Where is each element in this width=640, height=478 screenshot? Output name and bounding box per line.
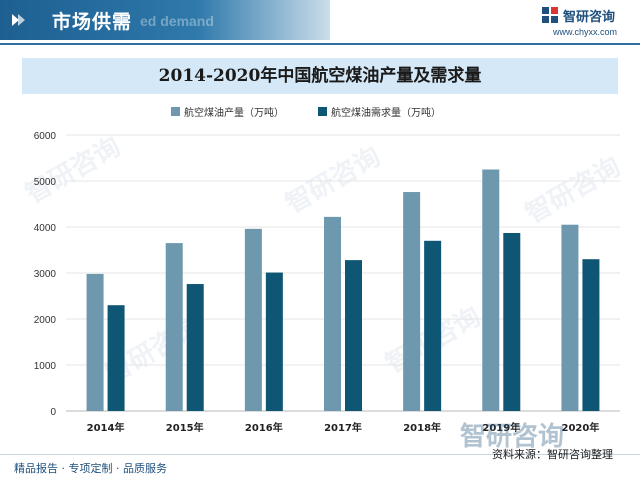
legend-swatch-supply: [171, 107, 180, 116]
footer-tagline: 精品报告 · 专项定制 · 品质服务: [14, 462, 167, 475]
bar-demand: [265, 272, 283, 411]
bar-demand: [345, 260, 362, 411]
y-tick-label: 3000: [34, 269, 57, 280]
header-bar: [0, 0, 330, 40]
arrow-marker-icon: [12, 14, 25, 26]
x-tick-label: 2018年: [403, 421, 441, 434]
chart-title: 2014-2020年中国航空煤油产量及需求量: [158, 66, 482, 86]
legend-label-supply: 航空煤油产量（万吨）: [184, 108, 284, 119]
x-tick-label: 2017年: [324, 421, 362, 434]
bar-supply: [86, 273, 104, 411]
legend-item-supply: 航空煤油产量（万吨）: [171, 104, 284, 119]
y-tick-label: 4000: [34, 223, 57, 234]
bar-demand: [424, 240, 442, 411]
y-tick-label: 6000: [34, 131, 57, 142]
bar-supply: [561, 224, 579, 411]
bar-demand: [186, 284, 204, 411]
page-title: 市场供需: [52, 11, 133, 33]
bar-demand: [107, 305, 125, 411]
chart-legend: 航空煤油产量（万吨） 航空煤油需求量（万吨）: [0, 104, 640, 120]
bar-supply: [482, 169, 500, 411]
bar-demand: [582, 259, 600, 411]
footer-logo-watermark: 智研咨询: [460, 422, 565, 452]
legend-item-demand: 航空煤油需求量（万吨）: [318, 104, 441, 119]
x-tick-label: 2015年: [166, 421, 204, 434]
x-tick-label: 2016年: [245, 421, 283, 434]
bar-supply: [403, 192, 421, 411]
brand-name: 智研咨询: [563, 10, 616, 25]
y-tick-label: 5000: [34, 177, 57, 188]
bar-supply: [244, 228, 262, 411]
header-watermark: ed demand: [140, 13, 214, 29]
legend-label-demand: 航空煤油需求量（万吨）: [331, 108, 441, 119]
y-tick-label: 0: [50, 407, 56, 418]
header-divider: [0, 43, 640, 45]
y-tick-label: 2000: [34, 315, 57, 326]
chart-title-background: [22, 58, 618, 94]
footer-divider: [0, 454, 640, 455]
bar-supply: [165, 243, 183, 411]
source-note: 资料来源：智研咨询整理: [492, 448, 613, 461]
page-header: ed demand 市场供需 智研咨询 www.chyxx.com: [0, 0, 640, 45]
x-tick-label: 2020年: [562, 421, 600, 434]
brand-url: www.chyxx.com: [553, 27, 618, 37]
brand-logo-icon: [542, 7, 558, 23]
bar-supply: [324, 216, 341, 411]
bar-demand: [503, 232, 521, 411]
legend-swatch-demand: [318, 107, 327, 116]
x-tick-label: 2019年: [482, 421, 520, 434]
x-tick-label: 2014年: [87, 421, 125, 434]
y-tick-label: 1000: [34, 361, 57, 372]
